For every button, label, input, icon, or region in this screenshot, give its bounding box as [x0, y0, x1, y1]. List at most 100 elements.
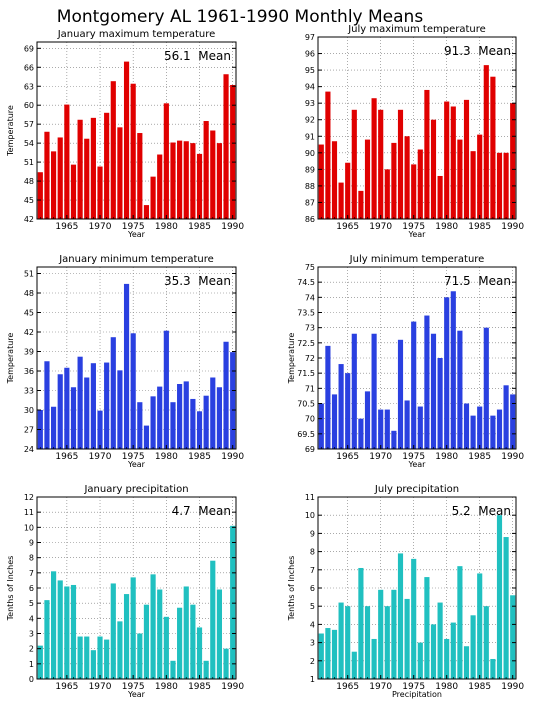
bar-1973: [117, 370, 123, 449]
mean-annotation: 35.3 Mean: [164, 274, 231, 288]
bar-1973: [397, 553, 404, 679]
bar-1983: [463, 646, 470, 679]
y-tick-label: 74: [305, 293, 315, 302]
y-tick-label: 2: [310, 657, 315, 666]
y-tick-label: 36: [24, 367, 34, 376]
bar-1982: [177, 607, 183, 679]
bar-1976: [137, 402, 143, 449]
bar-1964: [57, 137, 63, 219]
bar-1977: [424, 577, 430, 679]
bar-1983: [183, 381, 189, 449]
bar-1977: [143, 425, 150, 449]
bar-1973: [397, 339, 404, 449]
x-axis-label: Precipitation: [392, 690, 442, 699]
bar-1968: [84, 377, 90, 449]
mean-annotation: 71.5 Mean: [444, 274, 511, 288]
y-tick-label: 95: [305, 66, 315, 75]
bar-1971: [384, 606, 390, 679]
bar-1988: [216, 387, 223, 449]
x-tick-label: 1985: [188, 682, 211, 692]
bar-1962: [325, 91, 331, 219]
bar-1967: [77, 119, 83, 219]
bar-1976: [417, 406, 423, 449]
bar-1973: [397, 109, 404, 219]
bar-1965: [345, 373, 351, 449]
bar-1965: [64, 367, 70, 449]
y-tick-label: 8: [29, 554, 34, 563]
bar-1970: [378, 409, 384, 449]
bar-1968: [364, 391, 371, 449]
y-tick-label: 66: [24, 63, 34, 72]
bar-1967: [77, 636, 83, 679]
y-tick-label: 71: [305, 384, 315, 393]
y-tick-label: 30: [24, 406, 34, 415]
bar-1978: [430, 119, 437, 219]
y-tick-label: 6: [310, 584, 315, 593]
x-tick-label: 1990: [221, 222, 244, 232]
x-axis-label: Year: [408, 460, 427, 469]
bar-1986: [483, 65, 489, 219]
chart-title: July minimum temperature: [349, 254, 485, 265]
bar-1985: [196, 411, 203, 449]
bar-1975: [411, 164, 417, 219]
bar-1982: [457, 139, 463, 219]
y-tick-label: 0: [29, 675, 34, 684]
y-tick-label: 9: [29, 539, 34, 548]
bar-1988: [216, 589, 223, 679]
bar-1990: [510, 595, 516, 679]
y-axis-label: Tenths of Inches: [287, 556, 296, 622]
y-tick-label: 73: [305, 324, 315, 333]
bar-1969: [371, 333, 377, 449]
y-tick-label: 48: [24, 289, 34, 298]
x-tick-label: 1990: [501, 682, 524, 692]
bar-1962: [44, 600, 50, 679]
y-tick-label: 42: [24, 328, 34, 337]
x-tick-label: 1980: [435, 452, 458, 462]
bar-1973: [117, 127, 123, 219]
y-tick-label: 33: [24, 387, 34, 396]
y-tick-label: 1: [29, 660, 34, 669]
x-tick-label: 1980: [155, 222, 178, 232]
bar-1985: [196, 627, 203, 679]
bar-1970: [378, 589, 384, 679]
x-tick-label: 1965: [336, 222, 359, 232]
bar-1977: [424, 89, 430, 219]
bar-1971: [384, 409, 390, 449]
bar-1970: [378, 109, 384, 219]
y-tick-label: 69: [24, 44, 34, 53]
y-tick-label: 48: [24, 177, 34, 186]
bar-1974: [123, 61, 130, 219]
y-tick-label: 86: [305, 215, 315, 224]
bar-1989: [223, 648, 229, 679]
bar-1970: [97, 166, 103, 219]
bar-1983: [183, 586, 189, 679]
chart-title: January maximum temperature: [57, 29, 216, 40]
y-tick-label: 45: [24, 196, 34, 205]
bar-1982: [457, 566, 463, 679]
chart-title: July precipitation: [374, 484, 459, 495]
y-tick-label: 2: [29, 645, 34, 654]
bar-1969: [90, 650, 96, 679]
bar-1982: [177, 384, 183, 449]
y-axis-label: Temperature: [287, 333, 296, 385]
y-tick-label: 10: [24, 523, 34, 532]
x-tick-label: 1980: [155, 452, 178, 462]
bar-1964: [338, 364, 344, 449]
x-axis-label: Year: [408, 230, 427, 239]
chart-title: July maximum temperature: [347, 24, 486, 35]
bar-1966: [70, 164, 77, 219]
bar-1975: [411, 321, 417, 449]
y-tick-label: 94: [305, 83, 315, 92]
x-tick-label: 1980: [435, 682, 458, 692]
bar-1984: [470, 151, 476, 219]
bar-1969: [371, 638, 377, 679]
x-tick-label: 1990: [221, 452, 244, 462]
x-tick-label: 1970: [89, 452, 112, 462]
bar-1972: [110, 81, 116, 219]
bar-1977: [424, 315, 430, 449]
bar-1978: [430, 333, 437, 449]
bar-1988: [496, 152, 503, 219]
y-tick-label: 51: [24, 158, 34, 167]
